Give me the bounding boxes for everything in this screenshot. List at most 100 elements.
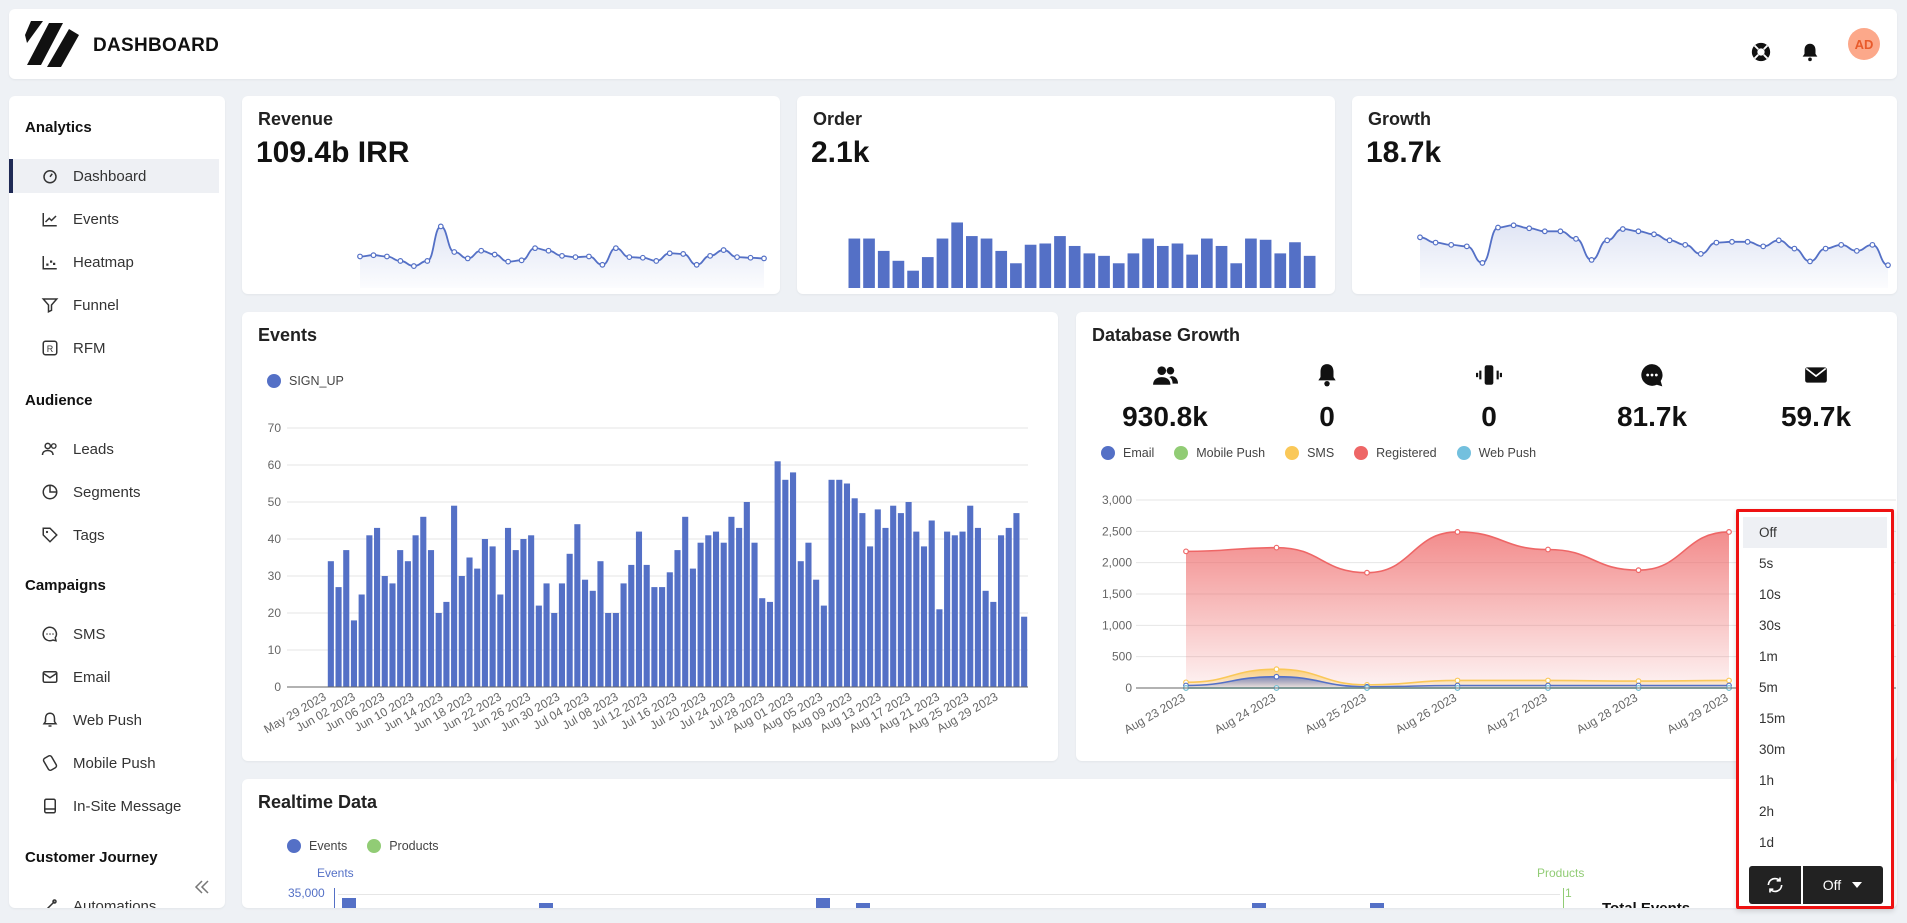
sidebar-item-mobile-push[interactable]: Mobile Push (9, 746, 219, 780)
realtime-title: Realtime Data (258, 792, 378, 812)
order-bar (1010, 263, 1022, 288)
event-bar (959, 531, 966, 687)
database-growth-area-chart: 0 500 1,000 1,500 2,000 2,500 3,000 Aug 23 2023… (1102, 493, 1896, 737)
event-bar (512, 550, 519, 687)
revenue-title: Revenue (258, 109, 334, 129)
legend-dot (367, 839, 382, 853)
sparkline-point (559, 252, 565, 259)
event-bar (789, 472, 797, 687)
stat-value: 0 (1319, 401, 1335, 432)
help-icon[interactable] (1750, 41, 1772, 63)
refresh-option-5m[interactable]: 5m (1759, 680, 1778, 695)
logo-icon[interactable] (25, 21, 79, 69)
events-legend[interactable]: SIGN_UP (267, 374, 344, 388)
legend-dot (1354, 446, 1369, 460)
refresh-icon (1767, 877, 1783, 893)
order-bar (1083, 253, 1096, 288)
legend-item-products[interactable]: Products (367, 839, 439, 853)
refresh-option-2h[interactable]: 2h (1759, 804, 1775, 819)
sparkline-point (707, 252, 714, 259)
mobile-vibrate-icon (1476, 365, 1502, 385)
heatmap-icon (42, 256, 57, 270)
sparkline-point (1682, 241, 1689, 248)
caret-down-icon (1852, 882, 1863, 888)
sparkline-point (1838, 241, 1845, 248)
realtime-bar (1370, 903, 1384, 908)
refresh-interval-dropdown: Off 5s 10s 30s 1m 5m 15m 30m 1h 2h 1d Of… (1736, 509, 1894, 909)
series-point (1545, 677, 1551, 684)
refresh-option-1h[interactable]: 1h (1759, 773, 1775, 788)
sparkline-point (545, 247, 552, 254)
realtime-bar (856, 903, 870, 908)
sidebar-item-tags[interactable]: Tags (9, 518, 219, 552)
order-bar (877, 250, 890, 288)
refresh-button[interactable] (1749, 866, 1801, 904)
avatar[interactable]: AD (1848, 28, 1880, 60)
legend-label: SMS (1307, 446, 1335, 460)
order-bar (1259, 239, 1272, 288)
legend-item-email[interactable]: Email (1101, 446, 1154, 460)
sidebar-item-label: Leads (73, 440, 114, 458)
refresh-option-15m[interactable]: 15m (1759, 711, 1786, 726)
sidebar-item-sms[interactable]: SMS (9, 617, 219, 651)
sparkline-point (397, 258, 404, 264)
refresh-option-1m[interactable]: 1m (1759, 649, 1778, 664)
legend-item-events[interactable]: Events (287, 839, 347, 853)
event-bar (335, 587, 342, 687)
sparkline-point (478, 247, 485, 254)
y-tick-label: 1,000 (1102, 618, 1132, 632)
event-bar (535, 605, 542, 687)
refresh-option-30s[interactable]: 30s (1759, 618, 1781, 633)
order-bar (1303, 255, 1316, 288)
event-bar (343, 550, 350, 687)
collapse-sidebar-icon[interactable] (193, 878, 211, 896)
sidebar-item-leads[interactable]: Leads (9, 432, 219, 466)
refresh-option-30m[interactable]: 30m (1759, 742, 1786, 757)
event-bar (1013, 513, 1020, 687)
event-bar (458, 576, 465, 687)
users-icon (1153, 366, 1178, 385)
sparkline-area (1420, 225, 1888, 288)
sidebar-item-funnel[interactable]: Funnel (9, 288, 219, 322)
refresh-interval-select[interactable]: Off (1803, 866, 1883, 904)
event-bar (520, 539, 527, 687)
legend-item-registered[interactable]: Registered (1354, 446, 1437, 460)
sidebar-item-automations[interactable]: Automations (9, 889, 219, 908)
refresh-option-off[interactable]: Off (1743, 517, 1887, 548)
event-bar (566, 553, 573, 687)
y-tick-label: 1,500 (1102, 587, 1132, 601)
order-bar (1039, 243, 1052, 288)
bell-icon[interactable] (1799, 41, 1821, 63)
event-bar (705, 535, 712, 687)
legend-label: Registered (1376, 446, 1437, 460)
sidebar-item-in-site-message[interactable]: In-Site Message (9, 789, 219, 823)
legend-label: Web Push (1478, 446, 1537, 460)
y-tick-label: 50 (268, 495, 282, 509)
sidebar-item-segments[interactable]: Segments (9, 475, 219, 509)
order-bar (980, 238, 993, 288)
sidebar-item-rfm[interactable]: R RFM (9, 331, 219, 365)
sidebar-item-dashboard[interactable]: Dashboard (9, 159, 219, 193)
sidebar-item-web-push[interactable]: Web Push (9, 703, 219, 737)
stat-mobile-push: 0 (1429, 362, 1549, 433)
refresh-option-5s[interactable]: 5s (1759, 556, 1774, 571)
sidebar-item-heatmap[interactable]: Heatmap (9, 245, 219, 279)
sidebar-item-events[interactable]: Events (9, 202, 219, 236)
legend-item-mobile-push[interactable]: Mobile Push (1174, 446, 1265, 460)
total-events-label: Total Events (1602, 900, 1690, 908)
event-bar (427, 550, 435, 687)
refresh-option-1d[interactable]: 1d (1759, 835, 1775, 850)
sidebar-item-email[interactable]: Email (9, 660, 219, 694)
left-axis-label: Events (317, 866, 354, 880)
event-bar (628, 564, 635, 687)
event-bar (350, 620, 358, 687)
refresh-option-10s[interactable]: 10s (1759, 587, 1781, 602)
legend-item-sms[interactable]: SMS (1285, 446, 1334, 460)
event-bar (728, 516, 735, 687)
event-bar (435, 613, 442, 687)
event-bar (759, 598, 766, 687)
series-point (1635, 567, 1642, 574)
event-bar (605, 613, 612, 687)
series-point (1273, 673, 1280, 680)
legend-item-web-push[interactable]: Web Push (1456, 446, 1537, 460)
